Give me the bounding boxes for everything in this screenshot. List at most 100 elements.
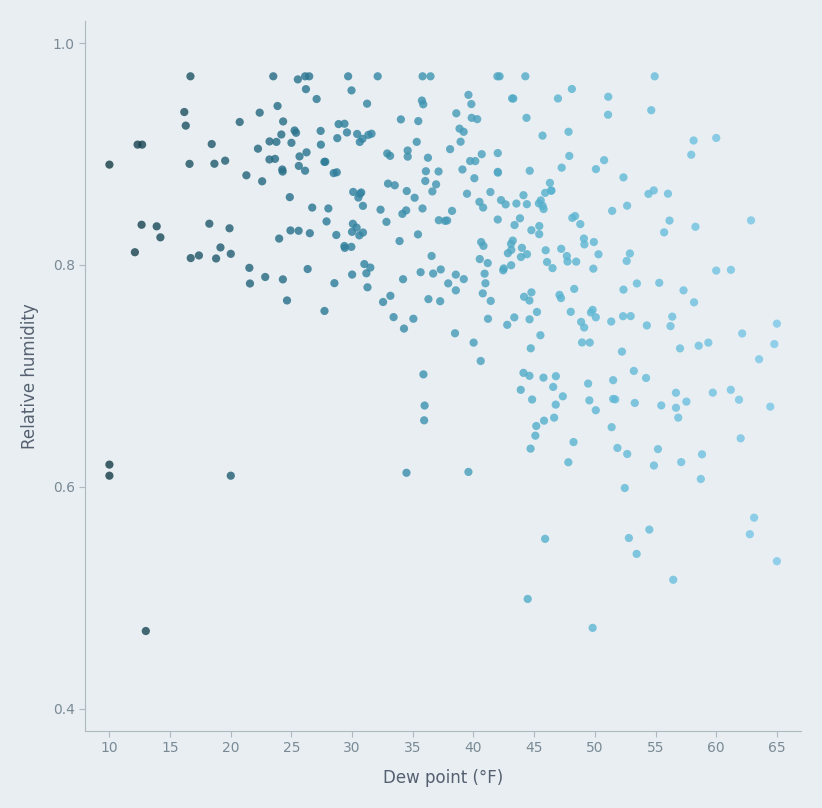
Point [416,69,429,82]
Point [426,185,439,198]
Point [622,532,635,545]
Point [589,162,603,175]
Point [695,448,709,461]
Point [556,389,570,402]
Point [525,393,538,406]
Point [587,263,600,276]
Point [566,212,579,225]
Point [354,186,367,199]
Point [533,228,546,241]
Point [388,179,401,191]
Point [499,198,512,211]
Point [275,128,288,141]
Point [374,203,387,216]
Point [103,158,116,171]
Point [743,528,756,541]
Point [302,69,316,82]
Point [549,398,562,411]
Point [357,226,370,239]
Point [266,69,279,82]
Point [667,574,680,587]
Point [327,166,340,179]
Point [687,134,700,147]
Point [492,166,505,179]
Point [150,220,164,233]
Point [293,159,306,172]
Point [497,262,510,275]
Point [642,187,655,200]
Point [477,201,490,214]
Point [318,155,331,168]
Point [332,118,345,131]
Point [416,202,429,215]
Point [620,255,633,267]
Point [589,311,603,324]
Point [496,264,510,277]
Point [732,393,746,406]
Point [506,234,520,247]
Point [536,200,549,213]
Point [417,368,430,381]
Point [602,108,615,121]
Point [422,292,435,305]
Point [640,372,653,385]
Point [419,165,432,178]
Point [574,217,587,230]
Point [361,281,374,294]
Point [473,196,486,208]
Point [360,267,373,280]
Point [647,184,660,197]
Point [183,158,196,170]
Point [399,204,413,217]
Point [184,251,197,264]
Point [345,268,358,281]
Point [537,203,550,216]
Point [365,127,378,140]
Point [508,311,521,324]
Point [350,221,363,234]
Point [407,312,420,325]
Point [456,163,469,176]
Point [518,290,531,303]
Point [567,436,580,448]
Point [136,138,149,151]
Point [484,294,497,307]
Point [434,263,447,276]
Point [284,191,297,204]
Point [545,184,558,197]
Point [154,231,167,244]
Point [692,339,705,352]
Point [131,138,144,151]
Point [680,395,693,408]
Point [540,255,553,268]
Point [523,164,536,177]
Point [734,431,747,444]
Point [357,200,370,213]
Point [493,69,506,82]
Point [525,286,538,299]
Point [621,200,634,213]
Point [552,92,565,105]
Point [319,155,332,168]
Point [492,166,505,179]
Point [306,201,319,214]
Point [575,336,589,349]
Point [624,309,637,322]
Point [476,287,489,300]
Point [453,122,466,135]
Point [517,366,530,379]
Point [203,217,216,230]
Point [662,187,675,200]
Point [575,315,588,328]
Point [607,393,620,406]
Point [583,393,596,406]
Point [353,187,367,200]
Point [543,176,556,189]
Point [764,400,777,413]
Point [549,370,562,383]
Point [651,443,664,456]
Point [275,163,289,176]
Point [578,238,591,250]
Point [467,336,480,349]
Point [724,263,737,276]
